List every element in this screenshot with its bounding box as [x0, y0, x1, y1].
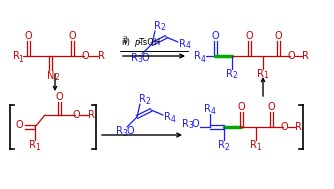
- Text: O: O: [24, 31, 32, 41]
- Text: R: R: [217, 140, 224, 150]
- Text: R: R: [179, 39, 185, 49]
- Text: R: R: [88, 110, 95, 120]
- Text: 4: 4: [186, 42, 190, 50]
- Text: 3: 3: [189, 122, 193, 130]
- Text: R: R: [295, 122, 302, 132]
- Text: O: O: [245, 31, 253, 41]
- Text: 1: 1: [264, 71, 269, 81]
- Text: 1: 1: [19, 54, 23, 64]
- Text: 2: 2: [146, 97, 150, 105]
- Text: R: R: [225, 69, 232, 79]
- Text: 3: 3: [123, 129, 128, 138]
- Text: O: O: [191, 119, 199, 129]
- Text: R: R: [98, 51, 105, 61]
- Text: O: O: [237, 102, 245, 112]
- Text: R: R: [131, 53, 137, 63]
- Text: 2: 2: [225, 143, 229, 152]
- Text: R: R: [194, 51, 200, 61]
- Text: 1: 1: [257, 143, 262, 152]
- Text: O: O: [274, 31, 282, 41]
- Text: i): i): [122, 36, 128, 46]
- Text: p: p: [134, 38, 139, 47]
- Text: 2: 2: [161, 23, 165, 33]
- Text: R: R: [13, 51, 19, 61]
- Text: R: R: [302, 51, 308, 61]
- Text: O: O: [72, 110, 80, 120]
- Text: R: R: [249, 140, 257, 150]
- Text: O: O: [267, 102, 275, 112]
- Text: 4: 4: [200, 54, 205, 64]
- Text: 3: 3: [138, 56, 142, 64]
- Text: O: O: [68, 31, 76, 41]
- Text: 4: 4: [210, 106, 215, 115]
- Text: R: R: [164, 112, 170, 122]
- Text: 2: 2: [232, 71, 237, 81]
- Text: O: O: [141, 53, 149, 63]
- Text: R: R: [139, 94, 145, 104]
- Text: N: N: [47, 71, 55, 81]
- Text: R: R: [154, 21, 160, 31]
- Text: -TsOH: -TsOH: [138, 38, 161, 47]
- Text: R: R: [203, 104, 210, 114]
- Text: O: O: [55, 92, 63, 102]
- Text: R: R: [116, 126, 123, 136]
- Text: O: O: [280, 122, 288, 132]
- Text: R: R: [29, 140, 35, 150]
- Text: 1: 1: [36, 143, 40, 152]
- Text: O: O: [211, 31, 219, 41]
- Text: O: O: [15, 120, 23, 130]
- Text: ii): ii): [122, 38, 133, 47]
- Text: R: R: [257, 69, 264, 79]
- Text: R: R: [182, 119, 188, 129]
- Text: 2: 2: [55, 74, 59, 83]
- Text: O: O: [126, 126, 134, 136]
- Text: O: O: [287, 51, 295, 61]
- Text: O: O: [81, 51, 89, 61]
- Text: 4: 4: [171, 115, 175, 123]
